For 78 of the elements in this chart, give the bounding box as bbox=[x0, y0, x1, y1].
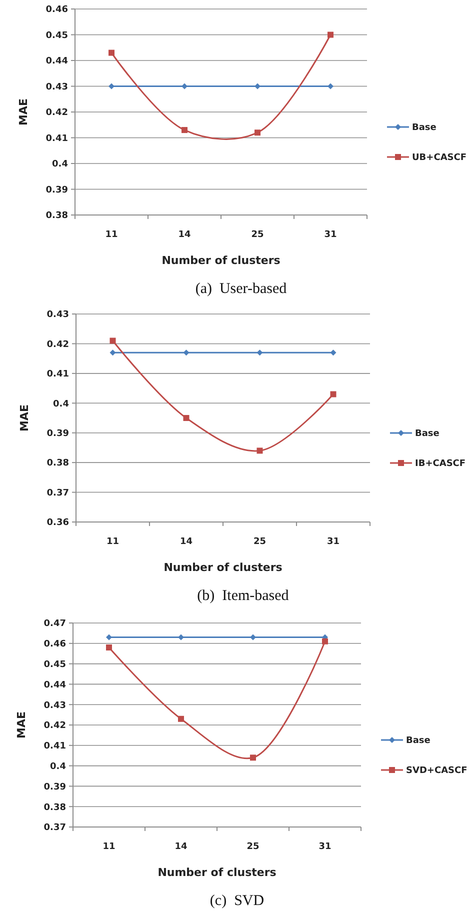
point bbox=[106, 634, 112, 640]
y-tick-label: 0.42 bbox=[46, 108, 68, 118]
point bbox=[330, 391, 336, 398]
point bbox=[110, 350, 116, 356]
point bbox=[322, 638, 328, 644]
y-tick-label: 0.41 bbox=[44, 742, 66, 752]
y-tick-label: 0.4 bbox=[53, 399, 69, 410]
y-tick-label: 0.43 bbox=[46, 310, 69, 320]
x-axis-title: Number of clusters bbox=[162, 254, 281, 267]
point bbox=[178, 634, 184, 640]
y-tick-label: 0.38 bbox=[44, 802, 66, 813]
x-tick-label: 14 bbox=[174, 842, 188, 852]
y-tick-label: 0.44 bbox=[46, 56, 68, 67]
y-tick-label: 0.45 bbox=[44, 660, 66, 670]
y-tick-label: 0.38 bbox=[46, 211, 68, 222]
y-tick-label: 0.39 bbox=[46, 185, 68, 196]
point bbox=[108, 50, 114, 56]
y-tick-label: 0.37 bbox=[44, 823, 66, 834]
legend-label: Base bbox=[406, 736, 430, 746]
y-tick-label: 0.36 bbox=[46, 518, 69, 528]
x-tick-label: 14 bbox=[180, 537, 193, 547]
y-tick-label: 0.42 bbox=[44, 721, 66, 732]
x-tick-label: 25 bbox=[246, 842, 260, 852]
point bbox=[254, 130, 260, 136]
y-tick-label: 0.41 bbox=[46, 134, 68, 144]
x-tick-label: 25 bbox=[253, 537, 266, 547]
legend-label: SVD+CASCF bbox=[406, 766, 468, 776]
point bbox=[182, 83, 188, 90]
text: (b) Item-based bbox=[197, 588, 290, 604]
y-tick-label: 0.4 bbox=[52, 160, 68, 170]
legend-label: UB+CASCF bbox=[412, 153, 467, 164]
point bbox=[178, 716, 184, 722]
y-axis-title: MAE bbox=[15, 712, 28, 738]
point bbox=[328, 83, 334, 90]
point bbox=[256, 350, 263, 356]
y-tick-label: 0.38 bbox=[46, 458, 69, 469]
point bbox=[182, 127, 188, 134]
y-tick-label: 0.47 bbox=[44, 619, 66, 630]
point bbox=[183, 350, 190, 356]
legend-label: Base bbox=[415, 429, 440, 440]
y-axis-title: MAE bbox=[18, 404, 31, 432]
y-tick-label: 0.46 bbox=[46, 5, 68, 16]
y-tick-label: 0.41 bbox=[46, 370, 69, 380]
x-axis-title: Number of clusters bbox=[164, 561, 283, 574]
point bbox=[250, 754, 256, 761]
point bbox=[256, 448, 263, 454]
legend-label: Base bbox=[412, 123, 436, 134]
point bbox=[108, 83, 114, 90]
x-tick-label: 31 bbox=[318, 842, 332, 852]
y-tick-label: 0.46 bbox=[44, 640, 66, 650]
y-tick-label: 0.44 bbox=[44, 680, 66, 690]
legend-label: IB+CASCF bbox=[415, 459, 466, 470]
y-tick-label: 0.43 bbox=[46, 82, 68, 92]
point bbox=[183, 415, 190, 421]
y-axis-title: MAE bbox=[17, 98, 30, 126]
x-tick-label: 31 bbox=[326, 537, 340, 547]
y-tick-label: 0.45 bbox=[46, 30, 68, 41]
y-tick-label: 0.39 bbox=[46, 429, 69, 440]
point bbox=[328, 32, 334, 38]
x-tick-label: 11 bbox=[105, 230, 118, 240]
text: (a) User-based bbox=[195, 281, 288, 297]
x-tick-label: 11 bbox=[106, 537, 120, 547]
point bbox=[110, 338, 116, 344]
x-tick-label: 14 bbox=[178, 230, 191, 240]
x-axis-title: Number of clusters bbox=[158, 866, 277, 879]
x-tick-label: 11 bbox=[102, 842, 116, 852]
point bbox=[254, 83, 260, 90]
x-tick-label: 31 bbox=[324, 230, 337, 240]
y-tick-label: 0.39 bbox=[44, 782, 66, 792]
y-tick-label: 0.4 bbox=[50, 762, 66, 772]
text: (c) SVD bbox=[210, 893, 264, 909]
point bbox=[106, 644, 112, 650]
x-tick-label: 25 bbox=[251, 230, 264, 240]
point bbox=[330, 350, 336, 356]
y-tick-label: 0.42 bbox=[46, 340, 69, 350]
y-tick-label: 0.43 bbox=[44, 700, 66, 711]
point bbox=[250, 634, 256, 640]
y-tick-label: 0.37 bbox=[46, 488, 69, 498]
